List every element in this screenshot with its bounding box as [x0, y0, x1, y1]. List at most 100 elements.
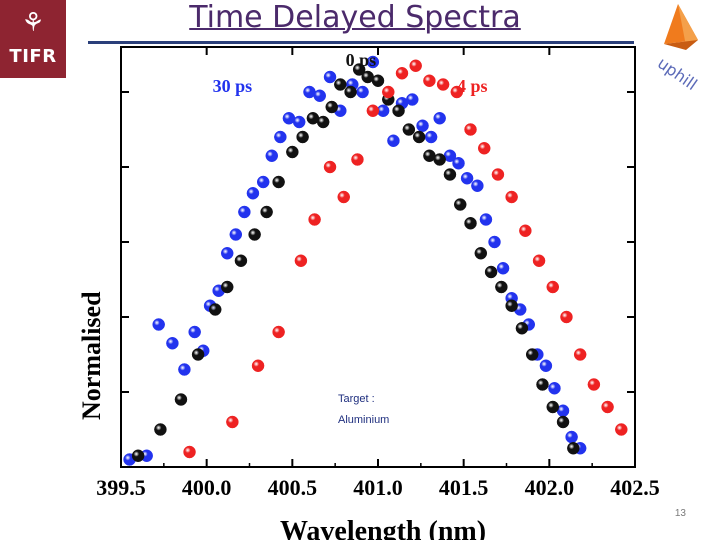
annotation-target-label: Target : — [338, 393, 375, 405]
data-point — [495, 280, 508, 294]
data-point — [308, 213, 321, 226]
data-point — [246, 187, 260, 200]
data-point — [532, 254, 546, 267]
data-point — [565, 430, 578, 444]
data-points — [123, 55, 628, 466]
data-point — [334, 78, 347, 91]
data-point — [294, 254, 308, 267]
data-point — [412, 130, 426, 144]
x-tick-label: 401.0 — [353, 475, 403, 500]
data-point — [366, 104, 380, 117]
data-point — [519, 224, 532, 237]
data-point — [416, 119, 429, 132]
data-point — [316, 115, 330, 129]
data-point — [453, 198, 467, 211]
data-point — [220, 247, 234, 260]
data-point — [433, 153, 446, 166]
x-tick-label: 400.0 — [182, 475, 232, 500]
tifr-logo-text: TIFR — [9, 46, 57, 67]
x-tick-label: 400.5 — [268, 475, 318, 500]
data-point — [546, 280, 560, 294]
data-point — [152, 318, 165, 331]
series-label: 30 ps — [213, 76, 253, 96]
data-point — [229, 228, 243, 241]
data-point — [452, 157, 465, 170]
data-point — [234, 254, 248, 267]
data-point — [433, 112, 446, 125]
tree-emblem-icon: ⚘ — [21, 8, 45, 38]
data-point — [226, 415, 239, 429]
data-point — [567, 442, 580, 455]
series-4-ps — [183, 59, 628, 459]
data-point — [366, 55, 380, 69]
data-point — [484, 265, 498, 279]
data-point — [424, 130, 438, 144]
data-point — [344, 85, 357, 99]
data-point — [443, 168, 457, 181]
data-point — [409, 59, 422, 72]
series-label: 4 ps — [457, 76, 488, 96]
tifr-logo: ⚘ TIFR — [0, 0, 66, 78]
data-point — [548, 382, 561, 395]
data-point — [515, 322, 529, 335]
data-point — [208, 303, 222, 316]
data-point — [371, 74, 385, 87]
data-point — [402, 123, 416, 136]
x-tick-label: 402.5 — [610, 475, 660, 500]
data-point — [272, 175, 285, 189]
data-point — [392, 104, 405, 117]
data-point — [325, 100, 338, 114]
data-point — [154, 423, 167, 436]
data-point — [323, 70, 337, 84]
data-point — [183, 445, 196, 459]
series-0-ps — [131, 63, 580, 462]
data-point — [525, 348, 539, 361]
title-divider — [88, 41, 634, 44]
data-point — [460, 172, 474, 185]
data-point — [464, 217, 477, 230]
annotation-target-value: Aluminium — [338, 414, 389, 426]
data-point — [337, 190, 350, 204]
data-point — [296, 130, 309, 144]
data-point — [251, 359, 265, 372]
data-point — [615, 423, 628, 436]
data-point — [505, 190, 518, 204]
data-point — [191, 348, 205, 361]
data-point — [573, 348, 587, 361]
data-point — [265, 149, 279, 162]
y-axis — [121, 91, 635, 393]
data-point — [491, 168, 505, 181]
data-point — [351, 153, 364, 166]
data-point — [272, 325, 285, 339]
data-point — [292, 115, 306, 129]
data-point — [536, 378, 549, 391]
data-point — [477, 142, 491, 155]
data-point — [601, 400, 614, 414]
x-axis-label: Wavelength (nm) — [280, 516, 486, 540]
data-point — [471, 179, 484, 192]
data-point — [560, 310, 573, 324]
data-point — [166, 337, 179, 350]
data-point — [406, 93, 419, 106]
slide-title: Time Delayed Spectra — [189, 0, 521, 35]
data-point — [286, 145, 299, 159]
data-point — [464, 123, 477, 136]
uphill-logo: uphill — [654, 4, 701, 94]
data-point — [387, 134, 400, 147]
data-point — [238, 205, 251, 219]
data-point — [256, 175, 270, 189]
x-tick-label: 402.0 — [525, 475, 575, 500]
data-point — [220, 280, 234, 294]
data-point — [539, 359, 553, 372]
data-point — [352, 63, 366, 76]
data-point — [436, 78, 450, 91]
series-labels: 30 ps 0 ps 4 ps — [213, 50, 488, 96]
series-label: 0 ps — [346, 50, 377, 70]
y-axis-label: Normalised — [77, 291, 106, 420]
data-point — [131, 449, 145, 462]
data-point — [313, 89, 326, 102]
data-point — [188, 325, 201, 339]
data-point — [587, 378, 601, 391]
data-point — [395, 67, 409, 80]
